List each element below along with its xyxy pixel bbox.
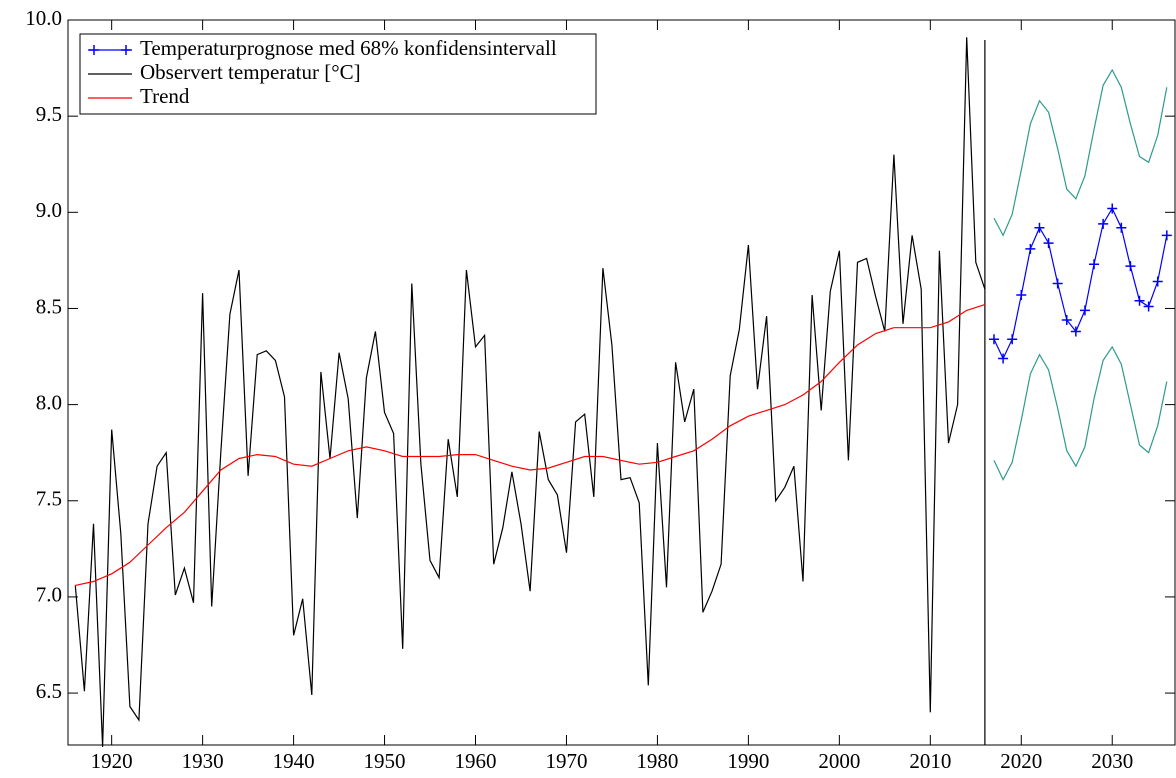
x-tick-label: 1960: [455, 749, 497, 773]
x-tick-label: 1930: [182, 749, 224, 773]
x-tick-label: 2010: [909, 749, 951, 773]
point-marker: [1016, 290, 1027, 300]
series-line: [993, 345, 1168, 481]
point-marker: [1134, 295, 1145, 306]
point-marker: [1070, 326, 1081, 337]
x-tick-label: 1970: [545, 749, 587, 773]
point-marker: [1025, 243, 1036, 254]
point-marker: [998, 353, 1009, 364]
x-tick-label: 1940: [273, 749, 315, 773]
series-line: [75, 304, 986, 586]
plot-frame: [67, 19, 1176, 746]
legend-box: [79, 33, 597, 115]
point-marker: [1098, 218, 1109, 229]
x-tick-label: 2000: [818, 749, 860, 773]
point-marker: [1143, 301, 1154, 312]
x-tick-label: 2020: [1000, 749, 1042, 773]
series-line: [993, 68, 1168, 237]
point-marker: [1089, 259, 1100, 270]
legend-label: Temperaturprognose med 68% konfidensinte…: [140, 36, 557, 60]
point-marker: [1125, 261, 1136, 272]
legend-label: Observert temperatur [°C]: [140, 60, 361, 84]
point-marker: [1116, 222, 1127, 233]
y-tick-label: 8.5: [36, 294, 62, 318]
x-tick-label: 1990: [727, 749, 769, 773]
y-tick-label: 9.0: [36, 198, 62, 222]
x-tick-label: 1920: [91, 749, 133, 773]
y-tick-label: 7.0: [36, 583, 62, 607]
y-tick-label: 9.5: [36, 102, 62, 126]
series-line: [993, 207, 1168, 360]
legend-marker: [121, 45, 131, 55]
y-tick-label: 7.5: [36, 487, 62, 511]
point-marker: [1043, 238, 1054, 249]
point-marker: [1034, 222, 1045, 233]
point-marker: [1161, 230, 1172, 241]
point-marker: [1052, 278, 1063, 289]
y-tick-label: 10.0: [25, 6, 62, 30]
x-tick-label: 2030: [1091, 749, 1133, 773]
legend-label: Trend: [140, 84, 190, 108]
series-line: [74, 37, 986, 747]
legend-marker: [89, 45, 99, 55]
point-marker: [1061, 315, 1072, 325]
x-tick-label: 1950: [364, 749, 406, 773]
y-tick-label: 8.0: [36, 390, 62, 414]
y-tick-label: 6.5: [36, 679, 62, 703]
x-tick-label: 1980: [636, 749, 678, 773]
point-marker: [1107, 203, 1118, 214]
point-marker: [988, 334, 999, 345]
point-marker: [1152, 276, 1163, 287]
point-marker: [1007, 334, 1018, 345]
point-marker: [1079, 305, 1090, 316]
